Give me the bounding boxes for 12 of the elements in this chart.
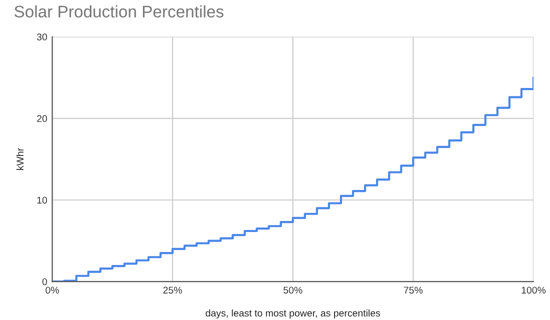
x-tick-label: 100%	[522, 286, 546, 294]
y-tick-label: 0	[42, 278, 48, 286]
x-tick-label: 50%	[284, 286, 302, 294]
y-tick-label: 10	[37, 196, 48, 204]
x-tick-label: 75%	[404, 286, 423, 294]
x-axis-title: days, least to most power, as percentiles	[206, 309, 380, 318]
x-tick-label: 25%	[163, 286, 182, 294]
y-tick-label: 30	[36, 34, 48, 40]
chart-title: Solar Production Percentiles	[14, 5, 224, 18]
y-tick-label: 20	[37, 115, 48, 122]
x-tick-label: 0%	[46, 286, 59, 294]
y-axis-title: kWhr	[16, 148, 24, 170]
